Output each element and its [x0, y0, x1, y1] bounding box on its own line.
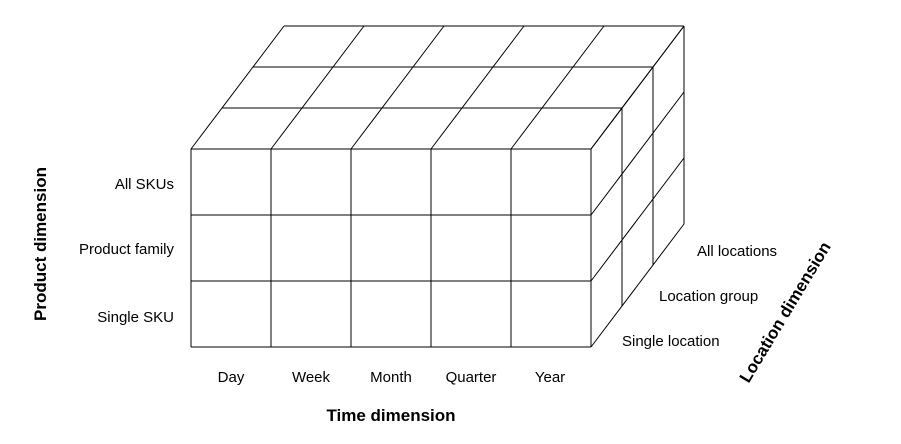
product-level-all-skus: All SKUs: [115, 176, 174, 193]
location-axis-title: Location dimension: [736, 238, 835, 385]
top-face-depth-line: [430, 25, 525, 150]
location-level-all-locations: All locations: [697, 243, 777, 260]
right-face-depth-line: [590, 157, 685, 282]
product-level-product-family: Product family: [79, 241, 175, 258]
right-face-depth-line: [590, 91, 685, 216]
time-level-year: Year: [535, 369, 565, 386]
time-level-week: Week: [292, 369, 331, 386]
top-face-depth-line: [190, 25, 285, 150]
location-level-location-group: Location group: [659, 288, 758, 305]
top-face-depth-line: [270, 25, 365, 150]
location-level-single-location: Single location: [622, 333, 720, 350]
cube-grid: [190, 25, 685, 348]
time-level-day: Day: [218, 369, 245, 386]
right-face-depth-line: [590, 223, 685, 348]
product-level-single-sku: Single SKU: [97, 309, 174, 326]
product-axis-title: Product dimension: [31, 167, 50, 321]
time-axis-title: Time dimension: [326, 406, 455, 425]
time-level-month: Month: [370, 369, 412, 386]
time-level-quarter: Quarter: [446, 369, 497, 386]
right-face-depth-line: [590, 25, 685, 150]
top-face-depth-line: [350, 25, 445, 150]
top-face-depth-line: [510, 25, 605, 150]
